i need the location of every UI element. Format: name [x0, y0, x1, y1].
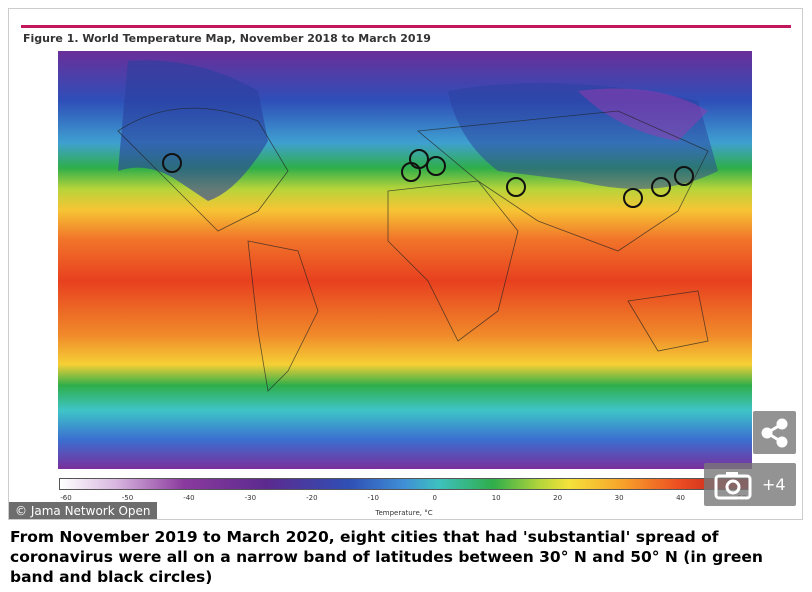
- credit: © Jama Network Open: [9, 502, 157, 519]
- colorbar-tick-label: 10: [491, 494, 501, 502]
- rule: [21, 25, 791, 28]
- gallery-count: +4: [762, 475, 786, 494]
- temperature-map: [58, 51, 752, 469]
- gallery-button[interactable]: +4: [704, 463, 796, 506]
- figure-title: Figure 1. World Temperature Map, Novembe…: [23, 32, 431, 45]
- colorbar-tick-label: -10: [367, 494, 379, 502]
- colorbar-tick-label: 0: [432, 494, 437, 502]
- share-icon: [761, 418, 788, 448]
- share-button[interactable]: [753, 411, 796, 454]
- colorbar-tick-label: -40: [183, 494, 195, 502]
- colorbar-ticks: -60-50-40-30-20-1001020304050: [9, 9, 802, 519]
- camera-icon: [714, 472, 752, 500]
- article-image: Figure 1. World Temperature Map, Novembe…: [8, 8, 803, 520]
- colorbar-tick-label: 30: [614, 494, 624, 502]
- colorbar-tick-label: -20: [306, 494, 318, 502]
- colorbar-tick-label: -60: [60, 494, 72, 502]
- colorbar-tick-label: 20: [553, 494, 563, 502]
- caption: From November 2019 to March 2020, eight …: [10, 528, 763, 586]
- colorbar-tick-label: -30: [244, 494, 257, 502]
- colorbar-tick-label: -50: [121, 494, 134, 502]
- colorbar-label: Temperature, °C: [375, 509, 433, 517]
- colorbar-tick-label: 40: [676, 494, 685, 502]
